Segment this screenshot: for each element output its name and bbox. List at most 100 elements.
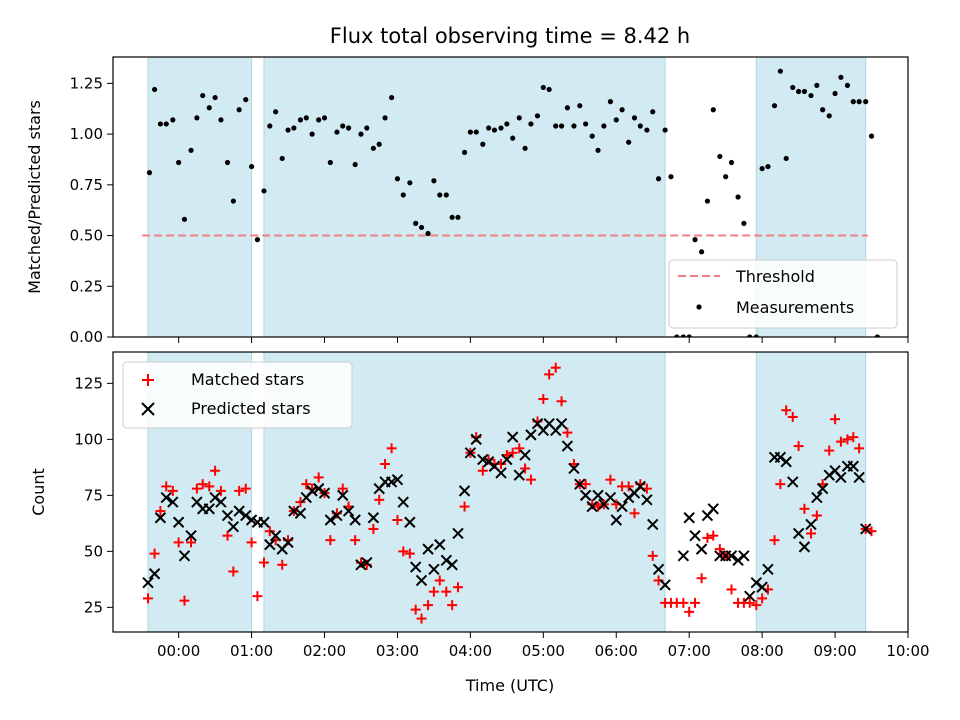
predicted-star-point [227,521,240,533]
matched-star-point [769,535,780,546]
predicted-star-point [647,518,659,531]
matched-star-point [538,394,549,405]
y-tick-label: 1.00 [70,125,103,143]
measurement-point [285,127,291,133]
matched-star-point [647,550,658,561]
predicted-star-point [269,529,282,542]
predicted-star-point [579,489,592,502]
matched-star-point [416,613,427,624]
predicted-star-point [659,579,671,591]
matched-star-point [787,411,798,422]
measurement-point [723,174,729,180]
matched-star-point [215,485,226,496]
measurement-point [674,334,680,337]
predicted-star-point [798,541,811,553]
matched-star-point [702,532,713,543]
matched-star-point [428,586,439,597]
measurement-point [194,115,200,121]
predicted-star-point [221,509,234,522]
predicted-star-point [294,507,307,519]
matched-star-point [380,459,391,469]
matched-star-point [374,494,385,505]
matched-star-point [277,559,288,570]
matched-star-point [848,432,859,443]
legend-measurements-label: Measurements [736,298,854,317]
measurement-point [631,115,638,121]
predicted-star-point [185,529,197,542]
measurement-point [248,163,255,170]
measurement-point [644,127,650,133]
predicted-star-point [215,496,227,508]
predicted-star-point [203,503,215,515]
matched-star-point [835,436,846,447]
measurement-point [163,121,169,127]
measurement-point [820,107,826,113]
matched-star-point [751,600,762,611]
bottom-y-axis-label: Count [29,468,48,516]
measurement-point [352,161,358,168]
predicted-star-point [853,471,865,484]
measurement-point [418,224,425,231]
matched-star-point [264,526,275,537]
legend-threshold-label: Threshold [735,267,815,286]
predicted-star-point [592,489,604,502]
predicted-star-point [683,512,695,524]
measurement-point [279,155,285,162]
measurement-point [607,99,614,105]
predicted-star-point [780,456,792,468]
matched-star-point [623,481,634,492]
measurement-point [243,97,249,103]
measurement-point [449,214,455,220]
measurement-point [224,159,231,166]
predicted-star-point [349,514,361,526]
predicted-star-point [148,568,161,580]
measurement-point [327,159,333,166]
predicted-star-point [172,516,185,528]
measurement-point [832,90,838,97]
matched-star-point [793,441,804,452]
measurement-point [467,129,473,135]
measurement-point [504,121,510,127]
measurement-point [516,115,522,121]
matched-star-point [629,508,640,519]
measurement-point [309,131,315,137]
measurement-point [801,88,808,95]
matched-star-point [301,479,312,490]
predicted-star-point [428,563,440,575]
predicted-star-point [167,496,179,508]
measurement-point [334,129,340,135]
predicted-star-point [282,536,294,549]
predicted-star-point [677,550,690,562]
top-axes-frame [112,56,909,338]
measurement-point [874,334,880,337]
matched-star-point [246,537,257,548]
predicted-star-point [586,500,598,513]
legend-matched-label: Matched stars [191,370,304,389]
matched-star-point [325,535,336,546]
matched-star-point [690,597,701,608]
measurement-point [717,153,723,160]
measurement-point [394,176,401,182]
predicted-star-point [458,485,471,497]
top-x-ticks [178,337,909,343]
bottom-panel: 25 50 75 100 125 00:00 01:00 02:00 03:00 04:00 05… [29,351,930,695]
measurement-point [528,121,534,127]
predicted-star-point [506,431,519,443]
measurement-point [431,178,437,184]
measurement-point [692,237,698,243]
x-tick-label: 07:00 [668,642,711,660]
measurement-point [473,129,479,135]
y-tick-label: 125 [74,374,103,392]
predicted-star-point [725,550,738,562]
measurement-point [273,109,279,115]
measurement-point [236,107,242,113]
measurement-point [345,125,352,131]
matched-star-point [167,485,178,496]
shaded-interval [147,57,253,337]
matched-star-point [447,600,458,611]
x-tick-label: 00:00 [157,642,200,660]
measurement-point [267,123,273,129]
matched-star-point [234,485,245,496]
measurement-point [850,99,856,105]
matched-star-point [173,537,184,548]
